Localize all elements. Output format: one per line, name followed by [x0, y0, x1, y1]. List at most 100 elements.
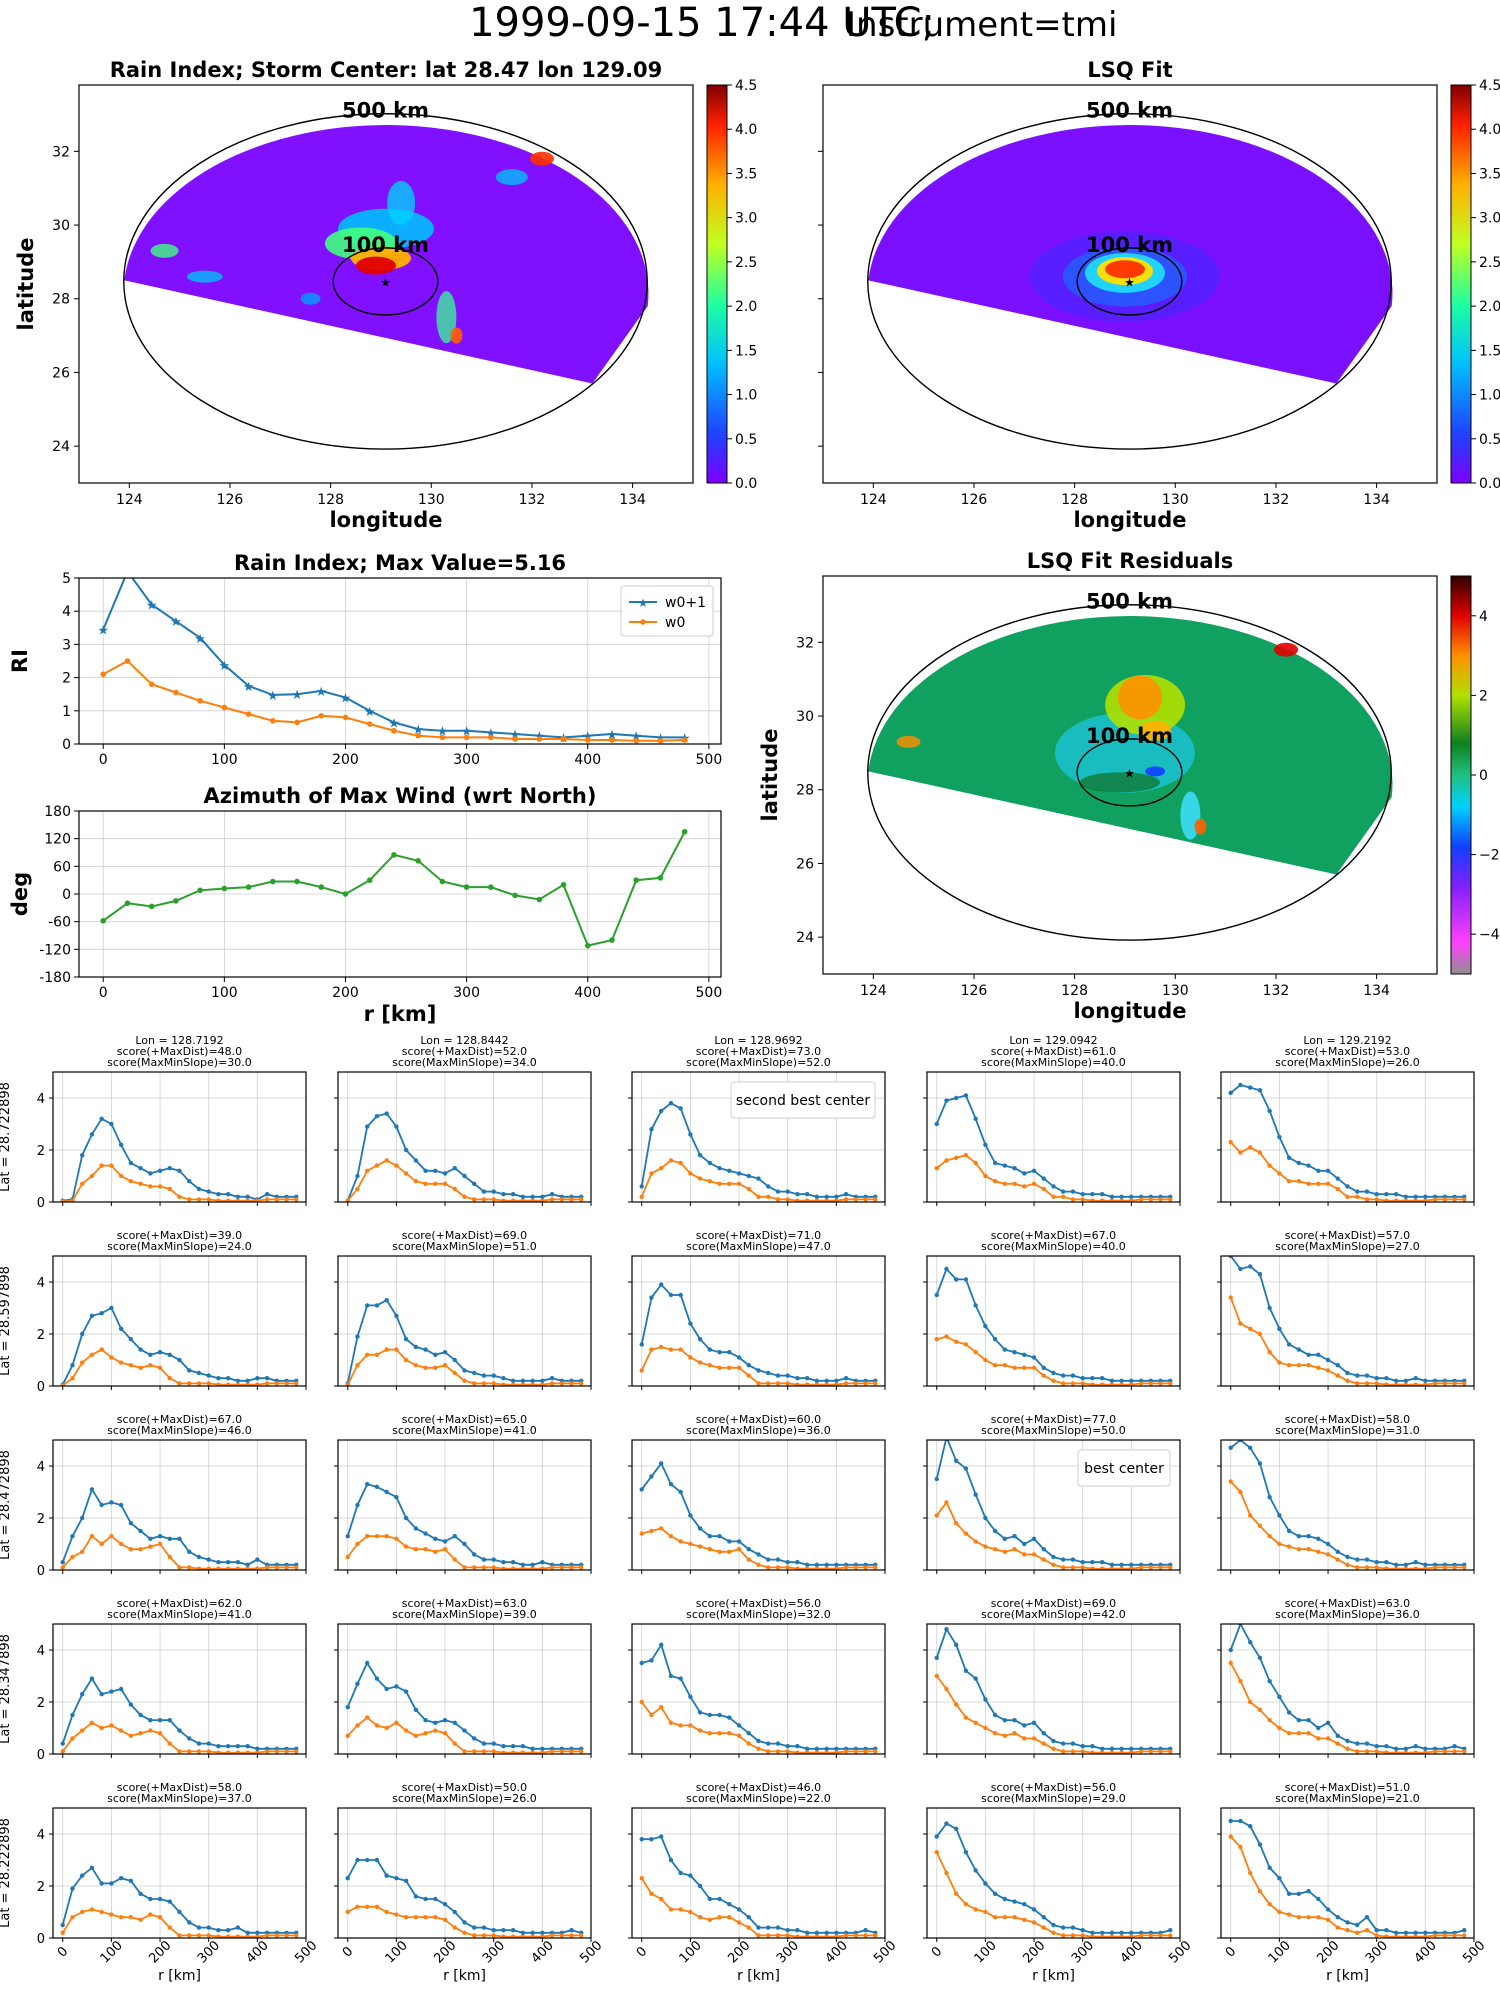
panel-data-point: [717, 1166, 722, 1171]
panel-plot-area: [60, 1116, 299, 1202]
colorbar-tick-label: 2: [1479, 688, 1488, 704]
panel-data-point: [196, 1197, 202, 1202]
panel-data-point: [109, 1121, 114, 1127]
panel-data-point: [953, 1891, 959, 1897]
panel-data-point: [1286, 1342, 1292, 1347]
data-point: ★: [388, 716, 400, 731]
panel-data-point: [834, 1382, 839, 1386]
panel-data-point: [148, 1718, 153, 1723]
panel-data-point: [727, 1902, 732, 1907]
y-tick-label: 2: [62, 671, 71, 687]
y-axis-label: deg: [8, 872, 32, 916]
panel-data-point: [118, 1728, 124, 1733]
panel-data-point: [225, 1928, 231, 1933]
x-tick-label: 400: [529, 1938, 557, 1966]
panel-data-point: [1316, 1915, 1321, 1920]
panel-data-point: [70, 1886, 75, 1891]
panel-data-point: [79, 1728, 85, 1733]
colorbar-tick-label: 2.0: [735, 299, 757, 315]
y-tick-label: 4: [37, 1460, 45, 1475]
panel-data-point: [394, 1347, 399, 1352]
panel-data-point: [1335, 1925, 1340, 1930]
panel-data-point: [1335, 1176, 1340, 1181]
panel-data-point: [824, 1746, 829, 1752]
y-tick-label: 2: [37, 1696, 45, 1711]
panel-data-point: [109, 1500, 114, 1505]
panel-data-point: [775, 1373, 781, 1378]
data-point: [294, 878, 300, 885]
panel-data-point: [963, 1850, 969, 1855]
data-point: ★: [364, 705, 376, 720]
panel-data-point: [707, 1712, 713, 1718]
panel-data-point: [785, 1373, 790, 1378]
panel-data-point: [983, 1357, 988, 1363]
map-data-region: [868, 125, 1393, 384]
panel-data-point: [294, 1565, 299, 1570]
panel-score-label: score(MaxMinSlope)=37.0: [107, 1792, 252, 1805]
panel-data-point: [235, 1925, 241, 1930]
panel-data-point: [804, 1382, 810, 1386]
panel-data-point: [756, 1552, 761, 1557]
x-tick-label: 124: [860, 492, 887, 508]
series-line: [102, 831, 686, 947]
panel-data-point: [1316, 1896, 1321, 1902]
panel-data-point: [413, 1179, 419, 1184]
panel-data-point: [766, 1194, 771, 1200]
panel-data-point: [364, 1482, 370, 1487]
panel-data-point: [649, 1474, 654, 1479]
panel-data-point: [1306, 1547, 1311, 1552]
panel-data-point: [1374, 1928, 1379, 1933]
panel-data-point: [1090, 1560, 1095, 1565]
y-tick-label: 2: [37, 1144, 45, 1159]
panel-data-point: [1286, 1528, 1292, 1534]
panel-data-point: [128, 1160, 134, 1166]
panel-score-label: score(+MaxDist)=73.0: [696, 1045, 821, 1058]
panel-data-point: [216, 1750, 221, 1754]
panel-data-point: [1238, 1321, 1243, 1326]
panel-data-point: [814, 1750, 820, 1754]
panel-data-point: [1462, 1928, 1467, 1933]
panel-data-point: [462, 1749, 467, 1754]
x-tick-label: 300: [480, 1938, 508, 1966]
data-point: [366, 721, 373, 727]
x-tick-label: 132: [1263, 983, 1290, 999]
x-tick-label: 200: [332, 752, 359, 768]
panel-data-point: [1267, 1718, 1272, 1723]
x-tick-label: 500: [696, 752, 723, 768]
y-tick-label: 0: [37, 1196, 45, 1211]
panel-data-point: [452, 1741, 457, 1746]
panel-data-point: [520, 1562, 526, 1568]
panel-series-line: [935, 1094, 1171, 1198]
panel-data-point: [973, 1676, 978, 1681]
panel-data-point: [1462, 1933, 1467, 1938]
panel-data-point: [216, 1192, 221, 1197]
panel-data-point: [983, 1697, 988, 1702]
panel-score-label: Lon = 129.0942: [1009, 1034, 1097, 1047]
panel-data-point: [225, 1376, 231, 1381]
panel-data-point: [1345, 1184, 1350, 1189]
panel-data-point: [579, 1749, 584, 1754]
panel-data-point: [746, 1741, 751, 1746]
panel-data-point: [668, 1673, 674, 1679]
panel-data-point: [1296, 1534, 1302, 1539]
panel-data-point: [1247, 1699, 1253, 1705]
panel-data-point: [1384, 1750, 1389, 1754]
panel-data-point: [756, 1925, 761, 1930]
panel-data-point: [530, 1198, 535, 1202]
panel-data-point: [148, 1352, 153, 1358]
panel-score-label: score(MaxMinSlope)=21.0: [1275, 1792, 1420, 1805]
data-point: [245, 711, 252, 717]
panel-data-point: [1022, 1365, 1027, 1371]
y-tick-label: 2: [37, 1880, 45, 1895]
panel-data-point: [245, 1198, 250, 1202]
panel-data-point: [433, 1181, 438, 1187]
panel-data-point: [804, 1746, 810, 1752]
panel-data-point: [1413, 1198, 1418, 1202]
panel-r2-c2: score(+MaxDist)=60.0score(MaxMinSlope)=3…: [628, 1413, 886, 1574]
y-tick-label: -180: [39, 970, 71, 986]
panel-data-point: [1129, 1562, 1134, 1568]
panel-data-point: [766, 1933, 771, 1938]
panel-data-point: [746, 1557, 751, 1562]
data-point: [415, 732, 421, 739]
panel-data-point: [128, 1521, 134, 1526]
